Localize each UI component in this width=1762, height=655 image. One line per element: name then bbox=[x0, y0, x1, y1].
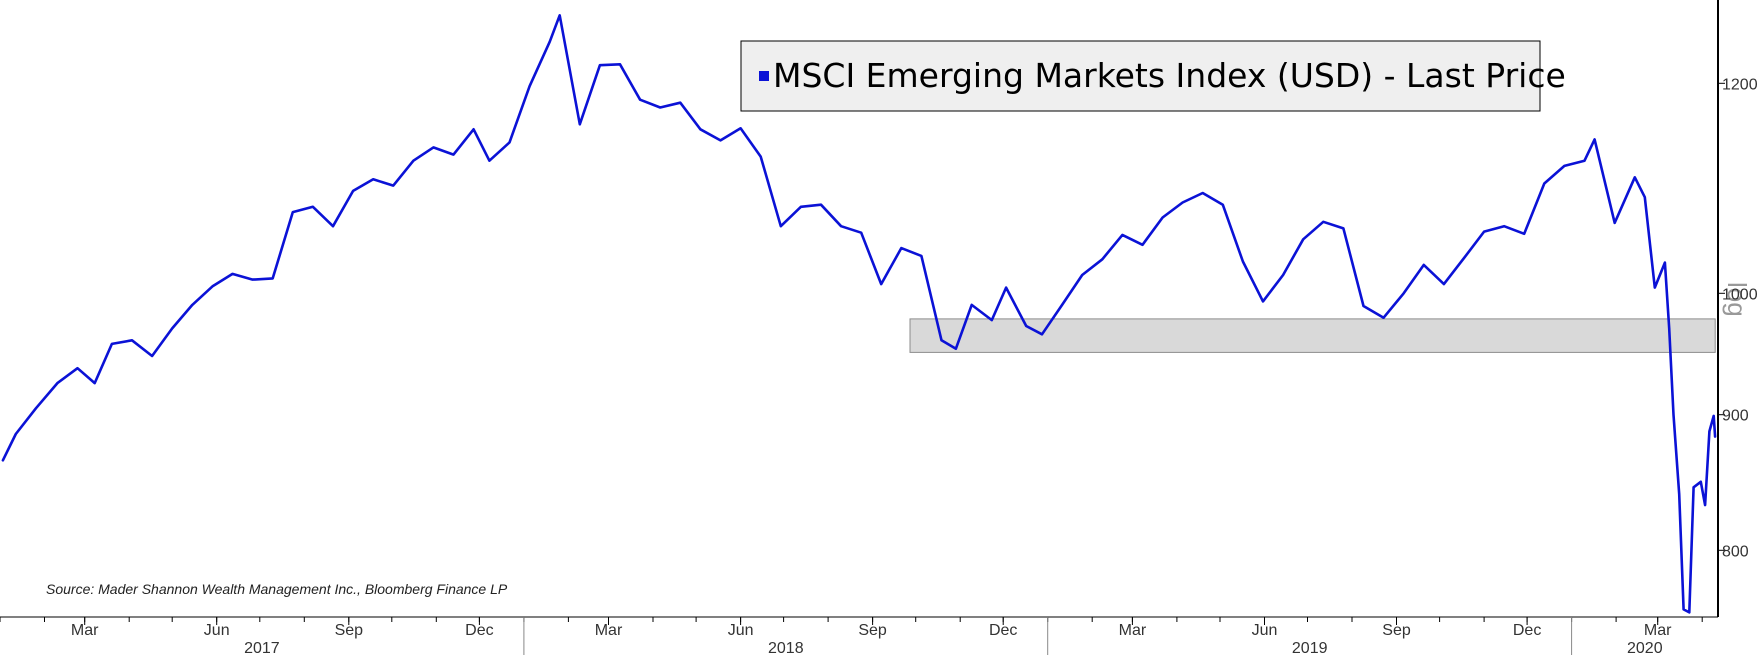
support-band-layer bbox=[909, 318, 1716, 353]
x-tick-layer: Mar Jun Sep Dec Mar Jun Sep Dec Mar Jun Sep Dec Mar2… bbox=[0, 617, 1703, 655]
x-year-label: 2017 bbox=[244, 640, 280, 655]
series-layer bbox=[1, 14, 1717, 614]
x-year-label: 2018 bbox=[768, 640, 804, 655]
x-month-label: Jun bbox=[728, 622, 754, 639]
y-tick-label: 900 bbox=[1722, 408, 1749, 425]
legend-entry: MSCI Emerging Markets Index (USD) - Last… bbox=[773, 56, 1566, 95]
axis-layer: log bbox=[0, 0, 1752, 618]
x-month-label: Mar bbox=[1119, 622, 1147, 639]
y-scale-tag: log bbox=[1722, 282, 1752, 317]
x-year-label: 2020 bbox=[1627, 640, 1663, 655]
source-note: Source: Mader Shannon Wealth Management … bbox=[46, 581, 508, 597]
y-tick-label: 800 bbox=[1722, 543, 1749, 560]
x-month-label: Dec bbox=[989, 622, 1017, 639]
x-month-label: Mar bbox=[595, 622, 623, 639]
legend-box bbox=[740, 40, 1541, 112]
x-month-label: Sep bbox=[335, 622, 364, 639]
x-month-label: Jun bbox=[204, 622, 230, 639]
support-band bbox=[909, 318, 1716, 353]
x-month-label: Sep bbox=[1382, 622, 1411, 639]
legend-swatch bbox=[759, 71, 769, 81]
x-month-label: Mar bbox=[71, 622, 99, 639]
x-month-label: Mar bbox=[1644, 622, 1672, 639]
y-tick-label: 1200 bbox=[1722, 76, 1758, 93]
x-month-label: Sep bbox=[858, 622, 887, 639]
series-line-0 bbox=[1, 14, 1717, 614]
x-year-label: 2019 bbox=[1292, 640, 1328, 655]
x-month-label: Jun bbox=[1252, 622, 1278, 639]
y-tick-layer: 800 900 1000 1200 bbox=[1718, 76, 1758, 560]
x-month-label: Dec bbox=[1513, 622, 1541, 639]
legend: MSCI Emerging Markets Index (USD) - Last… bbox=[740, 40, 1566, 112]
x-month-label: Dec bbox=[465, 622, 493, 639]
y-tick-label: 1000 bbox=[1722, 286, 1758, 303]
